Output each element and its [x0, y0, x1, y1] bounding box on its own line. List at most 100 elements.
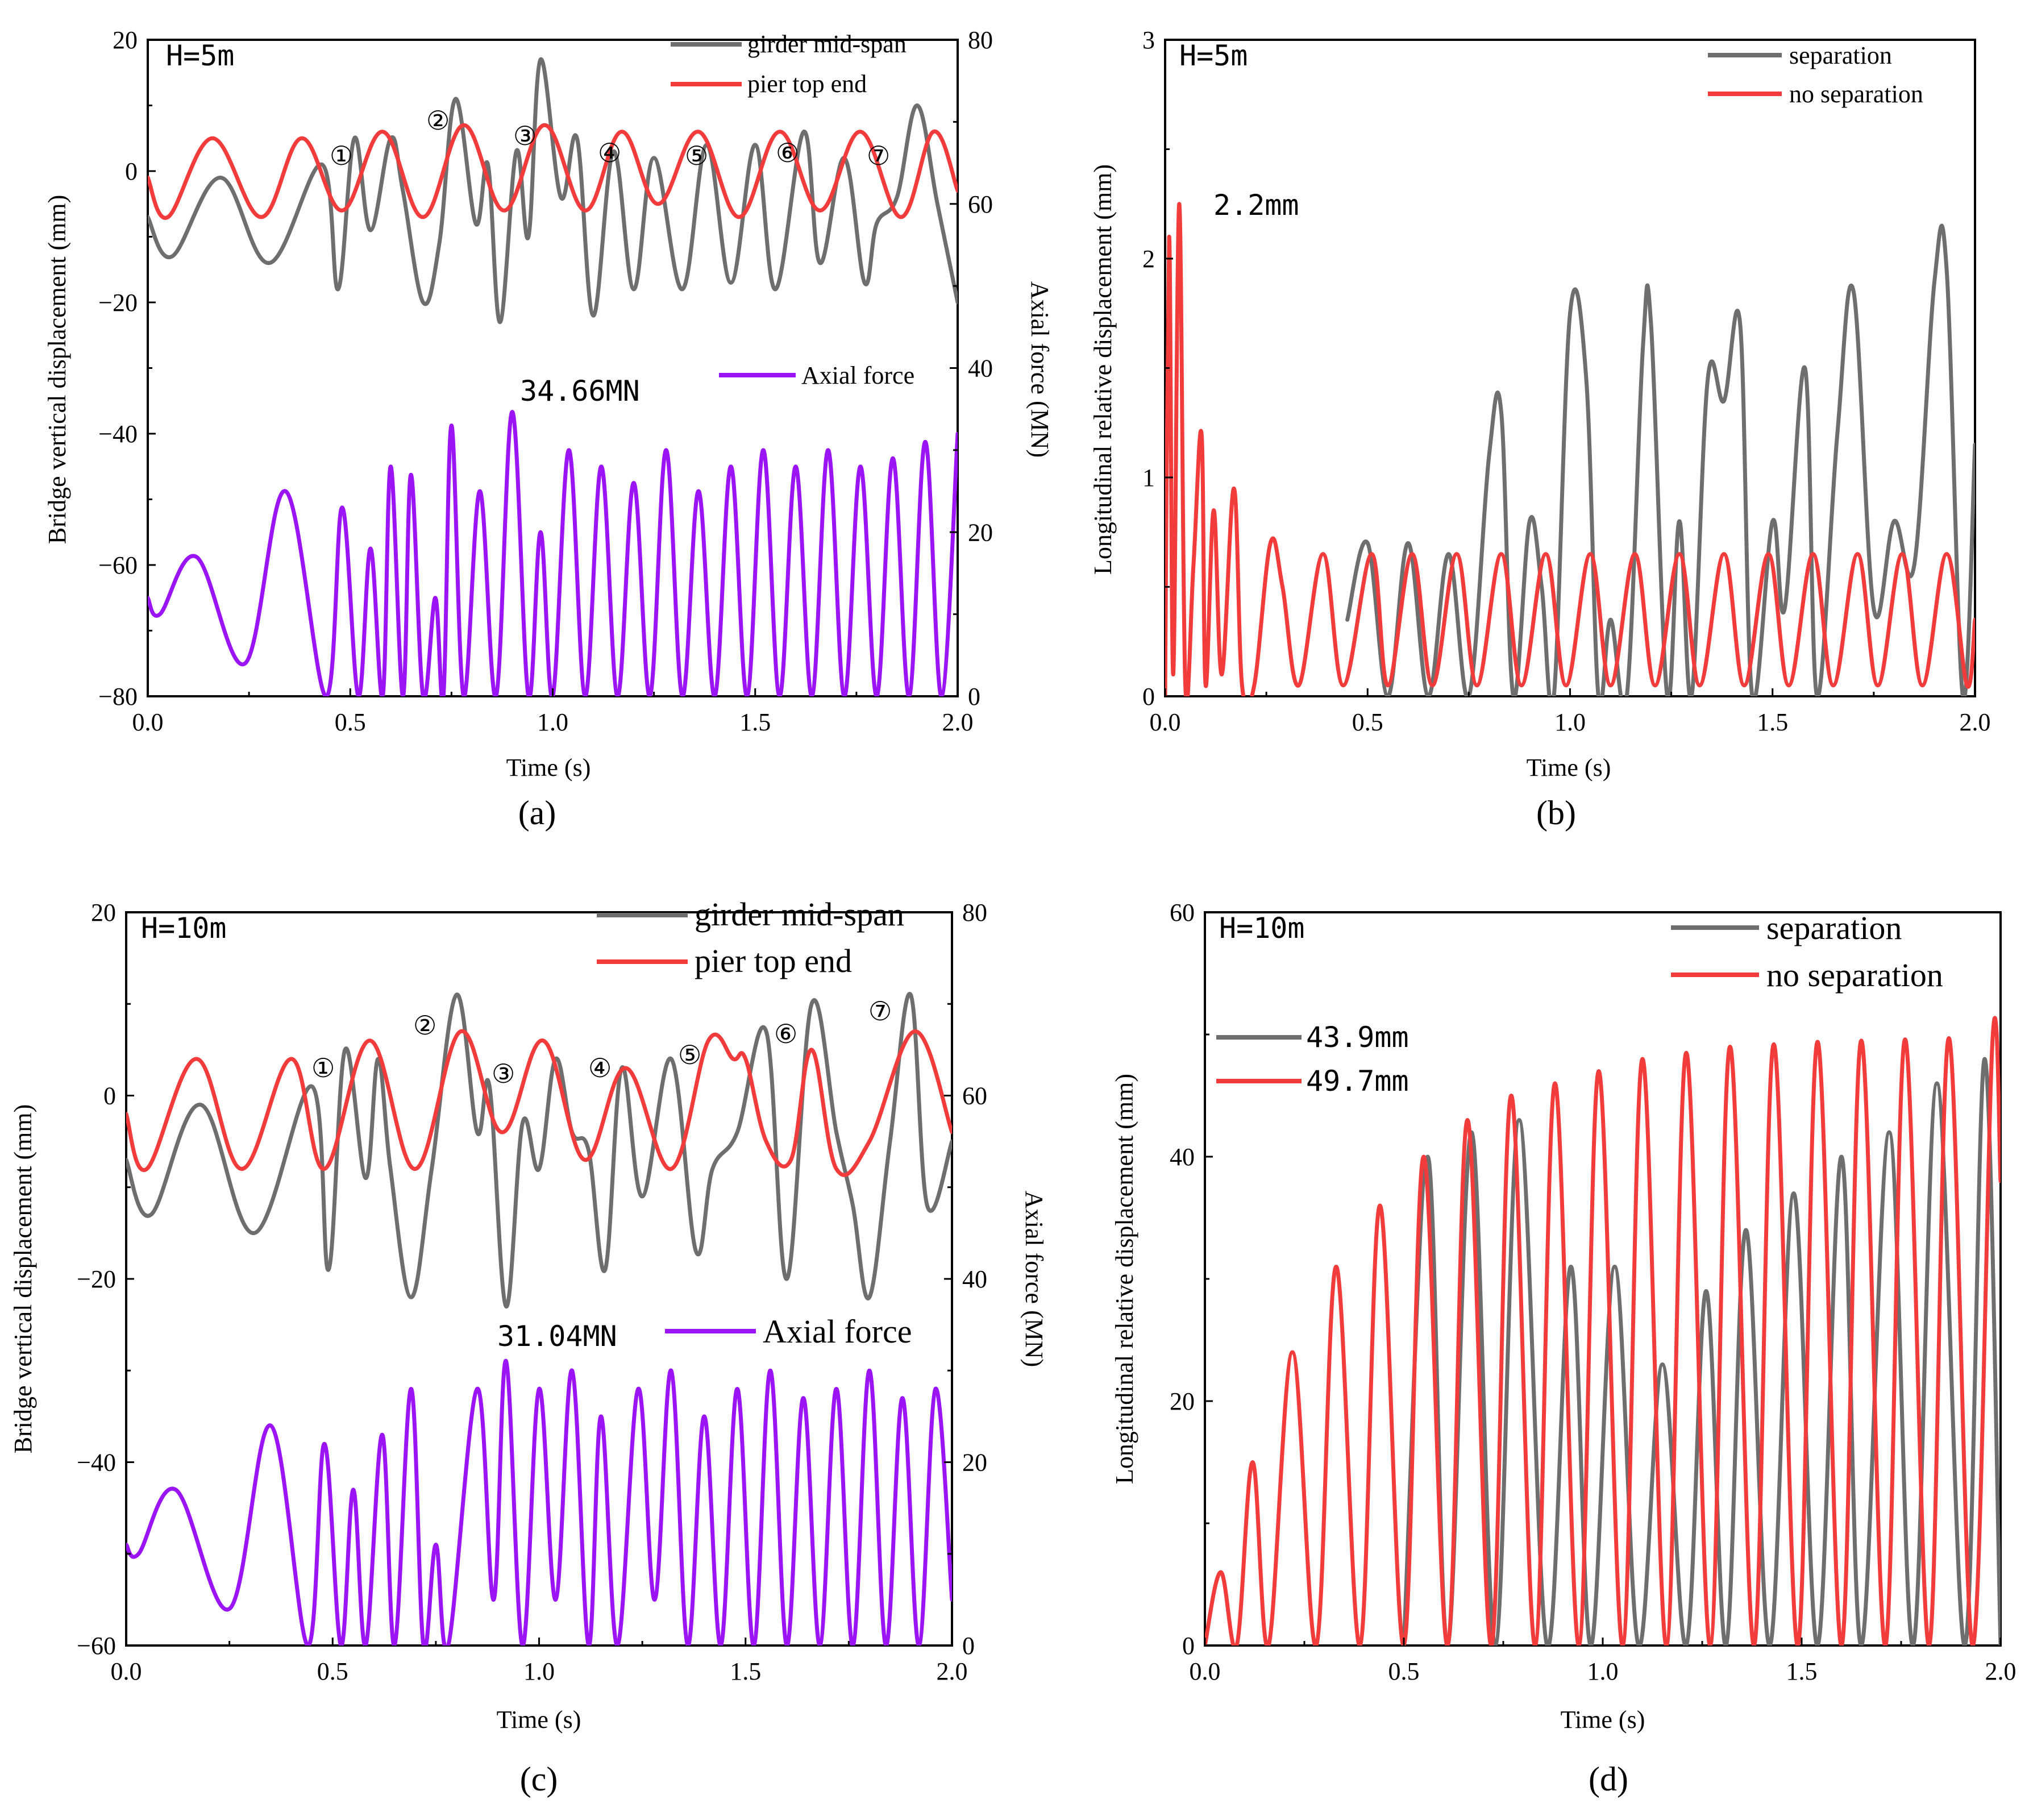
- panel-a-circled-labels: ① ② ③ ④ ⑤ ⑥ ⑦: [330, 106, 890, 171]
- panel-c-ytick-label: −20: [77, 1265, 116, 1293]
- panel-c: 0.0 0.5 1.0 1.5 2.0 20 0 −20 −40 −60 80 60 40 20 0 Tim…: [9, 896, 1048, 1798]
- panel-d: 0.0 0.5 1.0 1.5 2.0 60 40 20 0 Time (s) Longitud…: [1111, 899, 2016, 1798]
- panel-c-ylabel: Bridge vertical displacement (mm): [9, 1104, 37, 1454]
- panel-c-legend-axial: Axial force: [763, 1313, 912, 1350]
- panel-b-plot-frame: [1164, 39, 1976, 697]
- panel-a-ytick-label: −60: [98, 551, 138, 579]
- panel-c-ytick-label: 0: [103, 1082, 116, 1110]
- panel-a-y2tick-label: 60: [968, 190, 993, 218]
- panel-a-xtick-label: 0.5: [335, 708, 366, 736]
- panel-d-legend-separation: separation: [1766, 909, 1902, 946]
- panel-c-circle-4: ④: [588, 1054, 612, 1083]
- panel-a-y2tick-label: 20: [968, 518, 993, 546]
- panel-d-xtick-label: 0.5: [1388, 1657, 1420, 1685]
- panel-d-ytick-label: 40: [1170, 1143, 1195, 1171]
- panel-a-circle-1: ①: [330, 142, 353, 171]
- panel-a-xtick-label: 1.5: [739, 708, 771, 736]
- panel-c-xtick-label: 1.0: [523, 1657, 555, 1685]
- panel-c-xtick-label: 0.0: [111, 1657, 142, 1685]
- panel-c-y2tick-label: 0: [962, 1632, 975, 1660]
- panel-d-peak-no-separation: 49.7mm: [1306, 1065, 1409, 1098]
- panel-a-circle-5: ⑤: [685, 142, 708, 171]
- panel-c-circle-3: ③: [492, 1059, 515, 1088]
- panel-c-y2tick-label: 40: [962, 1265, 987, 1293]
- panel-a-series-pier-top-end-line: [148, 123, 958, 220]
- panel-c-circle-5: ⑤: [678, 1041, 701, 1070]
- panel-c-xtick-label: 2.0: [937, 1657, 968, 1685]
- panel-b-series-no-separation-line: [1165, 202, 1975, 696]
- panel-a-circle-3: ③: [513, 122, 537, 151]
- panel-c-legend-girder: girder mid-span: [695, 896, 904, 933]
- panel-b-legend-separation: separation: [1789, 41, 1892, 69]
- panel-c-circle-7: ⑦: [868, 997, 892, 1026]
- panel-b-xtick-label: 1.0: [1554, 708, 1586, 736]
- panel-a-ytick-label: −40: [98, 420, 138, 448]
- panel-c-plot-area: [126, 992, 952, 1646]
- panel-c-peak-label: 31.04MN: [497, 1320, 617, 1353]
- panel-a-legend-girder: girder mid-span: [747, 30, 907, 58]
- panel-c-xtick-label: 1.5: [730, 1657, 761, 1685]
- panel-a-y2tick-label: 80: [968, 26, 993, 54]
- panel-a-ytick-label: −80: [98, 683, 138, 710]
- panel-c-y2tick-label: 60: [962, 1082, 987, 1110]
- panel-c-circled-labels: ① ② ③ ④ ⑤ ⑥ ⑦: [311, 997, 892, 1088]
- panel-a-series-girder-mid-span-line: [148, 57, 958, 325]
- panel-d-ytick-label: 60: [1170, 899, 1195, 926]
- panel-a-circle-6: ⑥: [776, 139, 799, 168]
- panel-a-legend-pier: pier top end: [747, 70, 867, 98]
- panel-c-circle-2: ②: [413, 1011, 436, 1040]
- panel-b-plot-area: [1165, 202, 1975, 696]
- panel-d-ytick-label: 20: [1170, 1387, 1195, 1415]
- panel-a-ytick-label: 0: [125, 157, 138, 185]
- panel-b-caption: (b): [1536, 794, 1576, 832]
- panel-c-ytick-label: 20: [91, 899, 116, 926]
- panel-a-circle-4: ④: [598, 139, 621, 168]
- panel-b-ytick-label: 0: [1142, 683, 1155, 710]
- panel-d-annotation: H=10m: [1219, 912, 1305, 945]
- panel-a-circle-2: ②: [426, 106, 450, 135]
- panel-b-xtick-label: 2.0: [1960, 708, 1991, 736]
- panel-a: 0.0 0.5 1.0 1.5 2.0200−20−40−60−80806040200 …: [43, 26, 1054, 832]
- panel-b-annotation: H=5m: [1179, 39, 1248, 72]
- panel-a-ylabel: Bridge vertical displacement (mm): [43, 195, 71, 545]
- panel-c-y2tick-label: 80: [962, 899, 987, 926]
- panel-c-legend: girder mid-span pier top end Axial force: [597, 896, 912, 1350]
- panel-c-circle-1: ①: [311, 1054, 335, 1083]
- panel-c-circle-6: ⑥: [774, 1020, 797, 1049]
- panel-b-ytick-label: 1: [1142, 464, 1155, 492]
- panel-b-legend-no-separation: no separation: [1789, 80, 1923, 108]
- panel-b-ticks: 0.0 0.5 1.0 1.5 2.0 3 2 1 0: [1142, 26, 1991, 736]
- panel-b-ytick-label: 2: [1142, 245, 1155, 273]
- panel-d-plot-area: [1205, 1016, 2001, 1646]
- panel-c-xtick-label: 0.5: [317, 1657, 348, 1685]
- panel-a-legend: girder mid-span pier top end Axial force: [671, 30, 914, 389]
- panel-c-legend-pier: pier top end: [695, 942, 852, 979]
- panel-a-xtick-label: 1.0: [537, 708, 568, 736]
- panel-a-peak-label: 34.66MN: [520, 375, 640, 408]
- panel-a-ytick-label: 20: [113, 26, 138, 54]
- panel-a-caption: (a): [518, 794, 556, 832]
- panel-d-xtick-label: 1.0: [1587, 1657, 1619, 1685]
- panel-b: 0.0 0.5 1.0 1.5 2.0 3 2 1 0 Time (s) Longitudina…: [1089, 26, 1991, 832]
- panel-a-annotation: H=5m: [166, 39, 234, 72]
- panel-d-caption: (d): [1589, 1760, 1628, 1798]
- panel-c-y2tick-label: 20: [962, 1449, 987, 1477]
- panel-d-legend-no-separation: no separation: [1766, 957, 1943, 994]
- panel-a-xtick-label: 0.0: [132, 708, 164, 736]
- panel-b-xtick-label: 0.5: [1352, 708, 1383, 736]
- panel-d-xtick-label: 1.5: [1786, 1657, 1818, 1685]
- panel-a-plot-area: [148, 57, 958, 696]
- panel-a-ytick-label: −20: [98, 289, 138, 317]
- panel-d-xlabel: Time (s): [1561, 1706, 1645, 1734]
- panel-d-ylabel: Longitudinal relative displacement (mm): [1111, 1074, 1138, 1484]
- panel-a-legend-axial: Axial force: [801, 361, 914, 389]
- panel-b-ylabel: Longitudinal relative displacement (mm): [1089, 164, 1117, 575]
- panel-a-xtick-label: 2.0: [942, 708, 974, 736]
- panel-b-ytick-label: 3: [1142, 26, 1155, 54]
- panel-b-legend: separation no separation: [1708, 41, 1923, 108]
- panel-d-series-no-separation-line: [1205, 1016, 2001, 1646]
- panel-d-xtick-label: 2.0: [1985, 1657, 2016, 1685]
- panel-a-series-axial-force-line: [148, 410, 958, 696]
- panel-c-series-pier-top-end-line: [126, 1029, 952, 1177]
